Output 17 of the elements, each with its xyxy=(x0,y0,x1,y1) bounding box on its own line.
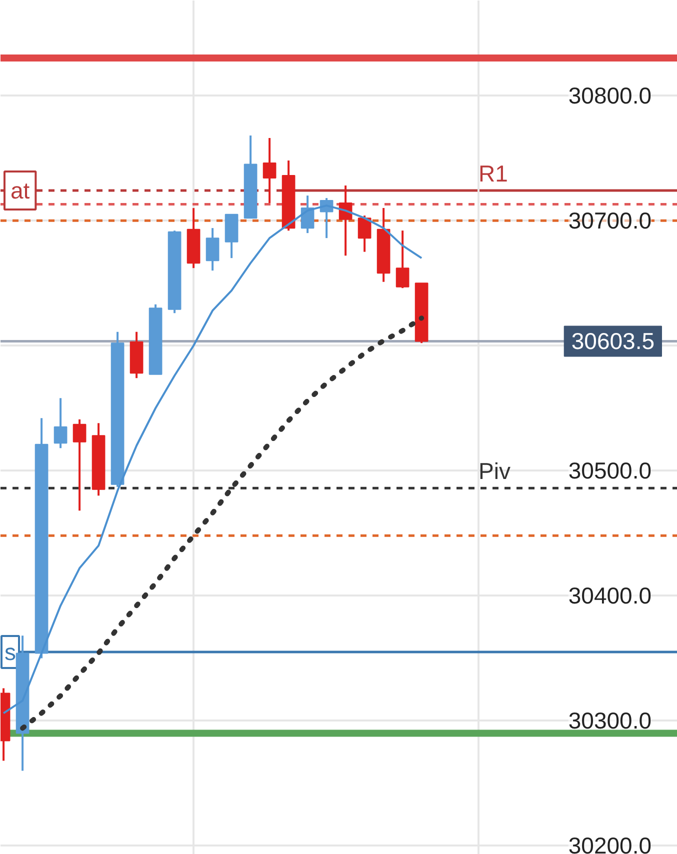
candlestick xyxy=(72,418,86,512)
ref-line-label: R1 xyxy=(478,160,508,187)
ref-line-label: s xyxy=(4,638,16,665)
y-tick-label: 30500.0 xyxy=(568,458,652,484)
candlestick xyxy=(206,227,220,272)
candlestick xyxy=(358,214,372,253)
y-tick-label: 30700.0 xyxy=(568,208,652,234)
ref-line-label: at xyxy=(10,178,30,204)
ref-line-label: 30603.5 xyxy=(571,328,654,354)
y-tick-label: 30300.0 xyxy=(568,708,652,734)
y-tick-label: 30800.0 xyxy=(568,82,652,109)
ref-line-label: Piv xyxy=(478,458,512,484)
candlestick xyxy=(54,397,68,450)
y-tick-label: 30400.0 xyxy=(568,582,652,609)
candlestick xyxy=(262,137,276,204)
y-tick-label: 30200.0 xyxy=(568,832,652,854)
candlestick xyxy=(396,230,410,290)
